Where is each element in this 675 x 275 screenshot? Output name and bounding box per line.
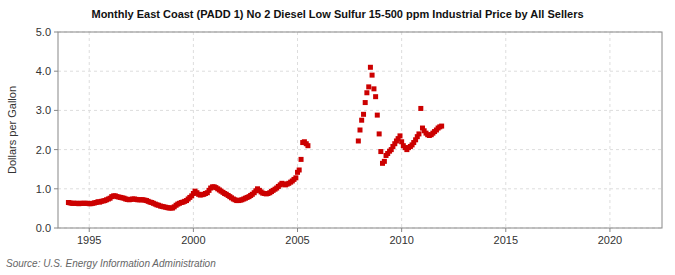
x-tick bbox=[297, 228, 298, 232]
point bbox=[377, 131, 382, 136]
point bbox=[358, 128, 363, 133]
grid-line-x bbox=[193, 32, 194, 228]
point bbox=[382, 159, 387, 164]
x-tick-label: 1995 bbox=[77, 234, 101, 246]
y-tick-label: 4.0 bbox=[36, 65, 51, 77]
grid-line-x bbox=[609, 32, 610, 228]
chart: 1995 2000 2005 2010 2015 2020 0.0 1.0 2.0 3.0 4.0 5… bbox=[0, 0, 675, 275]
x-tick bbox=[89, 228, 90, 232]
point bbox=[418, 106, 423, 111]
points bbox=[66, 65, 444, 211]
plot-frame bbox=[58, 32, 662, 228]
grid-line-x bbox=[89, 32, 90, 228]
x-tick bbox=[193, 228, 194, 232]
y-tick bbox=[54, 110, 58, 111]
x-tick bbox=[609, 228, 610, 232]
point bbox=[371, 86, 376, 91]
x-tick-label: 2010 bbox=[389, 234, 413, 246]
grid-line-x bbox=[401, 32, 402, 228]
y-tick-label: 0.0 bbox=[36, 222, 51, 234]
point bbox=[375, 113, 380, 118]
point bbox=[368, 65, 373, 70]
axes: 1995 2000 2005 2010 2015 2020 0.0 1.0 2.0 3.0 4.0 5… bbox=[36, 26, 622, 246]
point bbox=[370, 73, 375, 78]
grid bbox=[58, 32, 662, 228]
y-axis-label: Dollars per Gallon bbox=[6, 86, 18, 174]
grid-line-x bbox=[505, 32, 506, 228]
annotation: Source: U.S. Energy Information Administ… bbox=[6, 258, 216, 269]
x-tick-label: 2000 bbox=[181, 234, 205, 246]
y-tick bbox=[54, 228, 58, 229]
grid-line-y bbox=[58, 149, 662, 150]
y-tick-label: 3.0 bbox=[36, 104, 51, 116]
grid-line-x bbox=[297, 32, 298, 228]
x-tick-label: 2005 bbox=[285, 234, 309, 246]
y-tick bbox=[54, 149, 58, 150]
point bbox=[356, 138, 361, 143]
point bbox=[293, 175, 298, 180]
x-tick-label: 2020 bbox=[598, 234, 622, 246]
x-tick-label: 2015 bbox=[494, 234, 518, 246]
point bbox=[299, 157, 304, 162]
y-tick bbox=[54, 71, 58, 72]
point bbox=[363, 100, 368, 105]
point bbox=[359, 118, 364, 123]
point bbox=[364, 90, 369, 95]
grid-line-y bbox=[58, 71, 662, 72]
point bbox=[366, 84, 371, 89]
grid-line-y bbox=[58, 110, 662, 111]
point bbox=[361, 112, 366, 117]
y-tick-label: 5.0 bbox=[36, 26, 51, 38]
grid-line-y bbox=[58, 188, 662, 189]
y-tick-label: 1.0 bbox=[36, 183, 51, 195]
y-tick bbox=[54, 188, 58, 189]
title: Monthly East Coast (PADD 1) No 2 Diesel … bbox=[91, 8, 583, 20]
y-tick-label: 2.0 bbox=[36, 144, 51, 156]
x-tick bbox=[401, 228, 402, 232]
point bbox=[439, 124, 444, 129]
x-tick bbox=[505, 228, 506, 232]
point bbox=[373, 94, 378, 99]
point bbox=[378, 149, 383, 154]
point bbox=[416, 131, 421, 136]
point bbox=[397, 133, 402, 138]
point bbox=[305, 143, 310, 148]
point bbox=[297, 167, 302, 172]
y-tick bbox=[54, 32, 58, 33]
